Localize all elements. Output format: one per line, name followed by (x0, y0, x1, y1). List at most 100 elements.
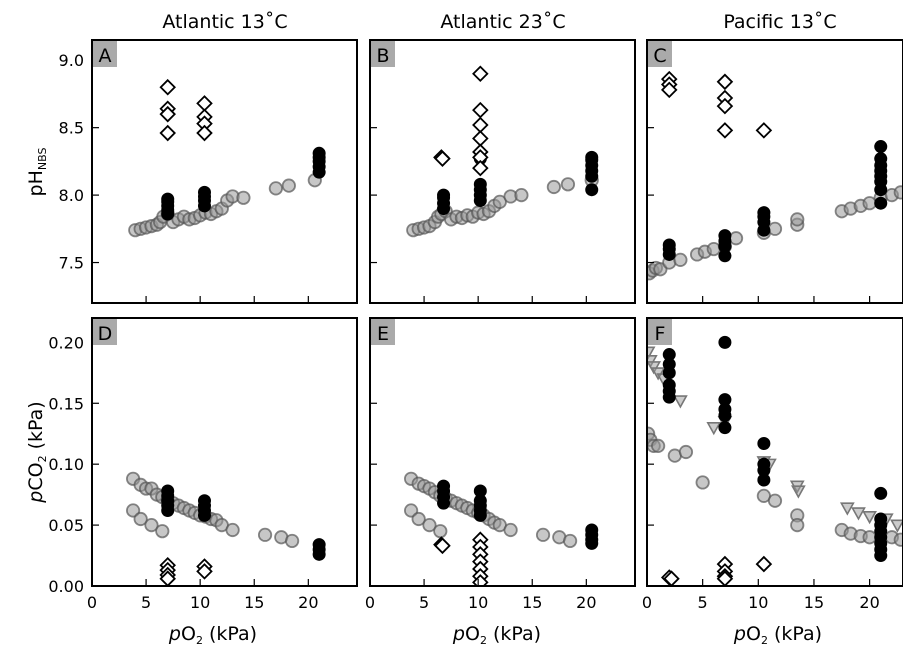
gray-circle-point (728, 231, 744, 246)
black-circle-point (757, 457, 771, 471)
black-circle-point (437, 188, 451, 202)
y-tick-label: 8.0 (59, 186, 84, 205)
panel-label: A (99, 45, 112, 67)
y-tick-label: 0.00 (48, 577, 84, 596)
title-atlantic-23: Atlantic 23˚C (440, 11, 565, 33)
open-diamond-point (755, 555, 773, 573)
panel-label: E (377, 323, 389, 345)
panel-E: 0 5 10 15 20 E (365, 317, 636, 612)
y-tick-label: 0.20 (48, 333, 84, 352)
x-tick-label: 5 (419, 593, 429, 612)
gray-circle-point (651, 438, 666, 454)
gray-circle-point (563, 533, 578, 549)
black-circle-point (473, 484, 487, 498)
panel-label-badge (371, 41, 395, 67)
panel-F-points (647, 335, 903, 586)
panel-F: 0 5 10 15 20 F (642, 317, 903, 612)
panels-container: 7.5 8.0 8.5 9.0 A B C 0.00 0.05 0.10 0.15 0.20 0 5 10 1… (48, 39, 903, 612)
gray-circle-point (893, 185, 903, 200)
open-diamond-point (472, 130, 489, 147)
y-axis-label-pco2-p: p (25, 491, 47, 504)
panel-D-points (126, 471, 326, 586)
black-circle-point (473, 177, 487, 191)
gray-circle-point (236, 190, 251, 205)
y-axis-label-pco2-sub: 2 (36, 455, 49, 462)
open-diamond-point (716, 73, 734, 91)
open-diamond-point (472, 65, 489, 82)
black-circle-point (662, 378, 676, 392)
black-circle-point (874, 140, 888, 154)
panel-C-frame (646, 39, 903, 304)
gray-circle-point (546, 179, 561, 195)
gray-circle-point (492, 194, 507, 209)
gray-circle-point (144, 517, 159, 533)
black-circle-point (161, 192, 175, 206)
black-circle-point (312, 538, 326, 552)
panel-label-badge (371, 319, 395, 345)
panel-A-frame (91, 39, 358, 304)
y-tick-label: 8.5 (59, 119, 84, 138)
open-diamond-point (434, 150, 451, 167)
open-diamond-point (472, 101, 489, 119)
black-circle-point (473, 494, 487, 508)
black-circle-point (874, 196, 888, 210)
panel-label: B (376, 45, 389, 67)
gray-circle-point (422, 517, 437, 533)
y-tick-label: 9.0 (59, 51, 84, 70)
y-axis-label-ph-sub: NBS (36, 148, 49, 171)
panel-label-badge (648, 319, 672, 345)
y-tick-label: 0.05 (48, 516, 84, 535)
gray-circle-point (767, 221, 783, 236)
open-diamond-point (196, 563, 213, 580)
x-tick-label: 0 (365, 593, 375, 612)
open-diamond-point (196, 95, 213, 112)
x-tick-label: 10 (468, 593, 488, 612)
black-circle-point (757, 473, 771, 487)
open-diamond-point (159, 124, 176, 142)
panel-label: C (653, 45, 666, 67)
panel-A-points (128, 78, 326, 238)
panel-label-badge (93, 319, 117, 345)
panel-B-frame (369, 39, 636, 304)
x-tick-label: 15 (804, 593, 824, 612)
gray-triangle-point (673, 395, 688, 409)
gray-triangle-point (851, 507, 866, 521)
black-circle-point (437, 479, 451, 493)
gray-circle-point (535, 527, 551, 542)
open-diamond-point (716, 97, 734, 115)
x-tick-label: 15 (244, 593, 264, 612)
open-diamond-point (660, 81, 678, 99)
black-circle-point (718, 421, 732, 435)
gray-circle-point (285, 533, 300, 549)
panel-D: 0.00 0.05 0.10 0.15 0.20 0 5 10 15 20 D (48, 317, 358, 612)
gray-triangle-point (862, 510, 877, 525)
x-tick-label: 20 (859, 593, 879, 612)
gray-triangle-point (839, 502, 855, 516)
panel-B-points (406, 65, 599, 238)
open-diamond-point (434, 537, 451, 555)
x-tick-label: 5 (698, 593, 708, 612)
black-circle-point (718, 229, 732, 243)
x-tick-label: 0 (642, 593, 652, 612)
panel-B: B (369, 39, 636, 304)
y-tick-label: 7.5 (59, 254, 84, 273)
x-tick-label: 0 (87, 593, 97, 612)
x-axis-label-e: pO2 (kPa) (452, 623, 541, 646)
gray-circle-point (225, 522, 240, 538)
title-atlantic-13: Atlantic 13˚C (162, 11, 287, 33)
gray-circle-point (767, 493, 783, 508)
black-circle-point (718, 393, 732, 407)
gray-circle-point (673, 252, 688, 267)
black-circle-point (197, 185, 211, 199)
black-circle-point (874, 486, 888, 500)
y-axis-label-pco2-tail: (kPa) (25, 401, 47, 455)
panel-label: F (655, 323, 666, 345)
x-tick-label: 20 (576, 593, 596, 612)
gray-circle-point (155, 524, 170, 539)
open-diamond-point (159, 105, 176, 123)
black-circle-point (662, 357, 676, 371)
black-circle-point (161, 484, 175, 498)
gray-circle-point (790, 517, 805, 533)
x-axis-label-f: pO2 (kPa) (733, 623, 822, 646)
x-axis-label-d: pO2 (kPa) (168, 623, 257, 646)
